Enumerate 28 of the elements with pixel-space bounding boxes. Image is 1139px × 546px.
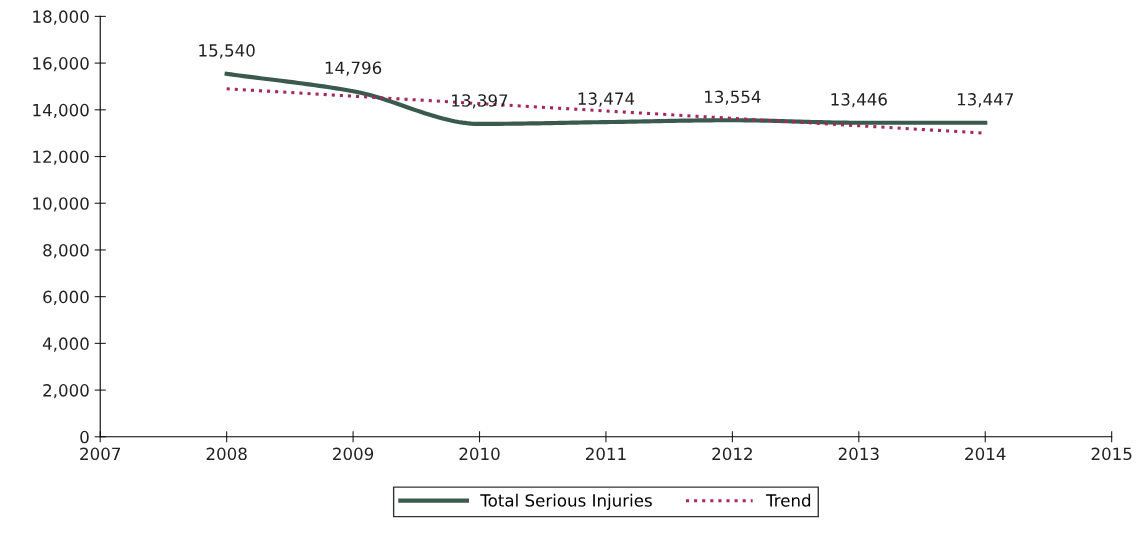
y-tick-label: 2,000 xyxy=(43,384,89,399)
legend-label: Trend xyxy=(765,493,811,507)
x-tick-label: 2013 xyxy=(838,447,879,461)
x-tick-label: 2010 xyxy=(459,447,500,461)
x-tick-label: 2009 xyxy=(333,447,374,461)
y-tick-label: 14,000 xyxy=(33,103,89,119)
y-tick-label: 16,000 xyxy=(33,57,89,72)
x-tick-label: 2007 xyxy=(80,447,121,461)
data-label: 14,796 xyxy=(325,61,382,76)
data-label: 13,447 xyxy=(957,93,1013,108)
legend-label: Total Serious Injuries xyxy=(480,493,652,510)
data-label: 15,540 xyxy=(199,44,255,59)
x-tick-label: 2014 xyxy=(965,447,1006,461)
x-tick-label: 2011 xyxy=(585,447,626,461)
x-tick-label: 2012 xyxy=(712,447,752,461)
x-tick-label: 2008 xyxy=(206,447,247,461)
y-tick-label: 6,000 xyxy=(43,290,89,305)
y-tick-label: 0 xyxy=(80,430,89,444)
x-tick-label: 2015 xyxy=(1091,447,1132,461)
data-label: 13,446 xyxy=(831,93,887,108)
y-tick-label: 12,000 xyxy=(33,150,89,165)
y-tick-label: 18,000 xyxy=(33,10,89,25)
y-tick-label: 8,000 xyxy=(43,243,89,259)
data-label: 13,474 xyxy=(578,92,635,107)
data-label: 13,397 xyxy=(452,94,508,109)
data-label: 13,554 xyxy=(705,90,761,105)
y-tick-label: 10,000 xyxy=(33,197,89,212)
y-tick-label: 4,000 xyxy=(42,337,89,352)
